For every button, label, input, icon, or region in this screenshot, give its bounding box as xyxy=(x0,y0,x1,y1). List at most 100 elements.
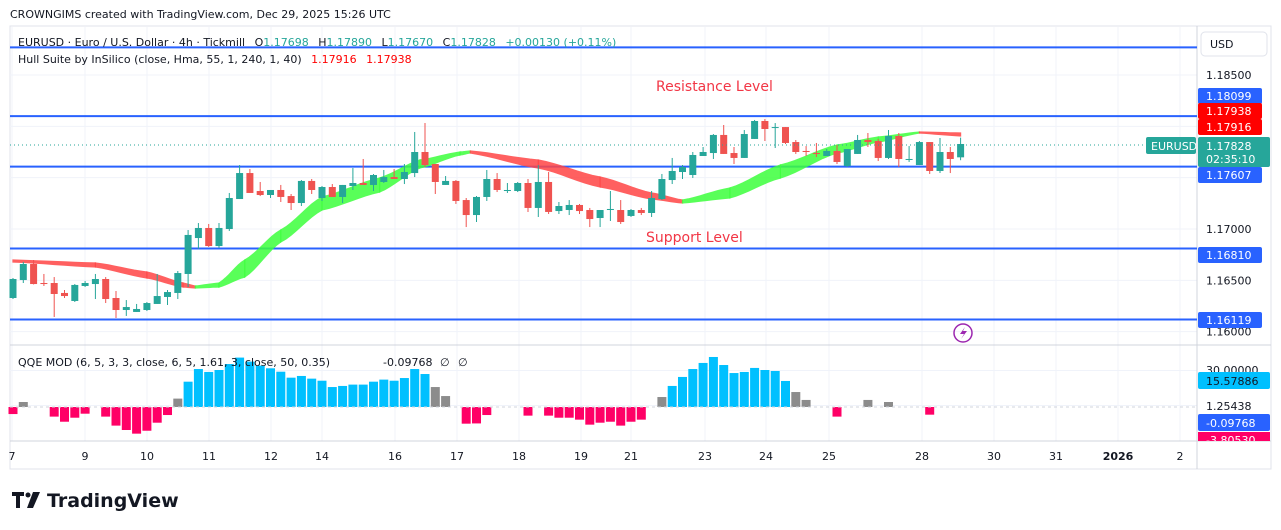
candle xyxy=(740,130,748,158)
candle xyxy=(112,291,120,319)
qqe-bar xyxy=(132,407,142,434)
qqe-bar xyxy=(204,371,214,407)
candle-body xyxy=(843,149,851,166)
candle xyxy=(400,164,408,185)
qqe-bar xyxy=(410,369,420,407)
hull-band-segment xyxy=(599,176,653,200)
candle xyxy=(122,300,130,316)
candle xyxy=(462,197,470,228)
price-level-label xyxy=(1198,103,1262,119)
candle xyxy=(184,230,192,288)
qqe-histogram xyxy=(8,356,935,434)
qqe-bar xyxy=(266,368,275,407)
candle xyxy=(586,207,594,228)
qqe-bar xyxy=(750,367,760,407)
hull-band-segment xyxy=(651,192,684,204)
candle xyxy=(854,134,862,154)
hull-band-segment xyxy=(459,150,471,156)
candle xyxy=(503,183,511,193)
candle-body xyxy=(380,177,388,182)
last-price-label xyxy=(1198,137,1270,167)
resistance-annotation[interactable]: Resistance Level xyxy=(656,79,773,95)
candle xyxy=(576,203,583,215)
qqe-bar xyxy=(214,370,224,407)
candle xyxy=(792,139,800,154)
candle xyxy=(370,173,377,192)
candle-body xyxy=(19,264,27,281)
price-level-label xyxy=(1198,247,1262,263)
qqe-bar xyxy=(884,402,893,407)
candle xyxy=(246,169,254,193)
candle-body xyxy=(782,127,789,143)
candle-body xyxy=(164,292,171,297)
qqe-bar xyxy=(224,364,234,407)
qqe-bar xyxy=(338,385,348,407)
qqe-bar xyxy=(719,365,729,407)
price-tick: 1.16500 xyxy=(1206,274,1252,287)
price-level-text: 1.17916 xyxy=(1206,121,1252,134)
price-tick: 1.16000 xyxy=(1206,326,1252,339)
symbol-name: EURUSD · Euro / U.S. Dollar · 4h · Tickm… xyxy=(18,36,245,49)
hull-band-segment xyxy=(94,262,148,279)
candle xyxy=(905,146,913,162)
qqe-bar xyxy=(739,371,749,407)
candle xyxy=(215,223,223,248)
qqe-bar xyxy=(307,378,317,407)
open-value: 1.17698 xyxy=(263,36,309,49)
hull-suite-band xyxy=(12,131,962,289)
candle-body xyxy=(483,178,491,197)
change-value: +0.00130 (+0.11%) xyxy=(505,36,616,49)
candle xyxy=(627,208,635,217)
candle xyxy=(164,289,171,305)
time-axis[interactable]: 7 9 10 11 12 14 16 17 18 19 21 23 24 25 28 30 31 2026 2 xyxy=(9,450,1184,463)
symbol-legend[interactable]: EURUSD · Euro / U.S. Dollar · 4h · Tickm… xyxy=(18,36,616,49)
qqe-bar xyxy=(708,356,718,407)
time-tick: 21 xyxy=(624,450,638,463)
candle xyxy=(720,124,728,154)
qqe-bar xyxy=(729,373,739,407)
qqe-value-label-bg xyxy=(1198,414,1270,431)
candle-body xyxy=(431,164,439,182)
qqe-bar xyxy=(770,370,780,407)
candle xyxy=(483,169,491,201)
close-label: C xyxy=(443,36,451,49)
time-tick: 9 xyxy=(82,450,89,463)
candle-body xyxy=(287,196,295,204)
candle xyxy=(689,151,697,178)
qqe-legend[interactable]: QQE MOD (6, 5, 3, 3, close, 6, 5, 1.61, … xyxy=(18,356,330,369)
candle-body xyxy=(689,154,697,175)
support-annotation[interactable]: Support Level xyxy=(646,230,743,246)
candle xyxy=(946,146,954,174)
candle xyxy=(318,185,326,201)
qqe-bar xyxy=(564,407,574,418)
candle xyxy=(761,119,769,142)
candle xyxy=(133,303,141,312)
qqe-bar xyxy=(698,362,708,407)
candle xyxy=(864,133,872,147)
qqe-bar xyxy=(523,407,533,416)
candle xyxy=(91,273,99,300)
time-tick: 31 xyxy=(1049,450,1063,463)
candle xyxy=(617,200,625,224)
candle-body xyxy=(452,180,460,201)
hull-legend[interactable]: Hull Suite by InSilico (close, Hma, 55, … xyxy=(18,53,412,66)
time-tick: 2 xyxy=(1177,450,1184,463)
qqe-bar xyxy=(369,381,378,407)
qqe-bar xyxy=(925,407,935,415)
currency-button[interactable] xyxy=(1200,31,1268,57)
candle-body xyxy=(885,135,892,158)
low-label: L xyxy=(382,36,389,49)
time-tick: 24 xyxy=(759,450,773,463)
candle-body xyxy=(854,139,862,154)
credit-text: CROWNGIMS created with TradingView.com, … xyxy=(10,8,391,21)
qqe-bar xyxy=(636,407,646,420)
price-axis-ticks[interactable]: 1.18500 1.17000 1.16500 1.16000 xyxy=(1206,69,1252,339)
candle xyxy=(236,165,244,200)
qqe-bar xyxy=(781,380,790,407)
candle xyxy=(50,277,58,317)
lightning-icon[interactable] xyxy=(953,323,973,343)
candle xyxy=(61,289,68,298)
qqe-bar xyxy=(801,399,811,407)
qqe-bar xyxy=(286,377,296,407)
